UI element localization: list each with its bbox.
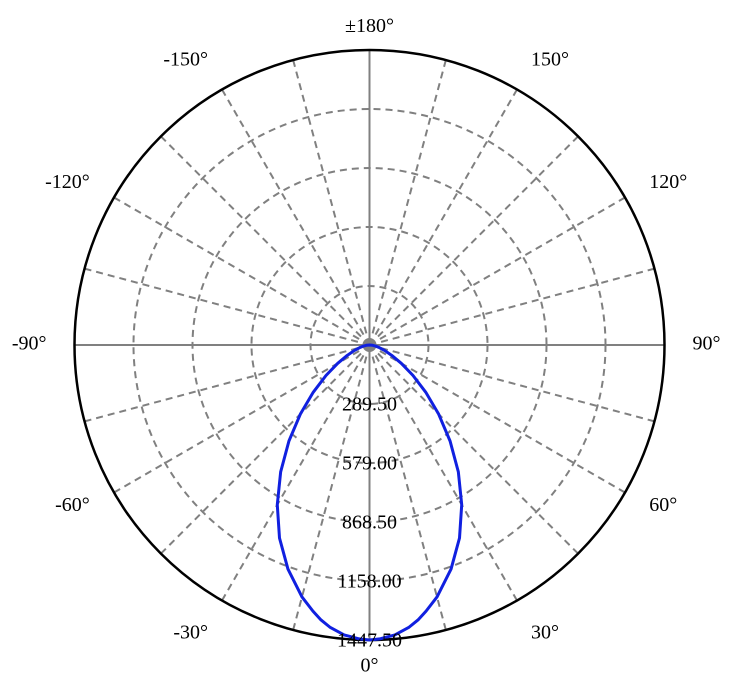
radial-label: 868.50 (342, 512, 397, 534)
polar-chart: 0° 30° 60° 90° 120° 150° ±180° -150° -120° -90° -6… (0, 0, 739, 690)
angle-label: 30° (531, 621, 559, 643)
radial-label: 1158.00 (337, 571, 401, 593)
angle-label: -90° (12, 333, 47, 355)
angle-label: -60° (55, 494, 90, 516)
angle-label: -120° (45, 171, 90, 193)
angle-label: 90° (693, 333, 721, 355)
angle-label: -150° (163, 48, 208, 70)
radial-label: 1447.50 (337, 630, 402, 652)
angle-label: 120° (649, 171, 687, 193)
angle-label: ±180° (345, 15, 394, 37)
polar-chart-svg: 0° 30° 60° 90° 120° 150° ±180° -150° -120° -90° -6… (0, 0, 739, 690)
radial-label: 579.00 (342, 453, 397, 475)
radial-label: 289.50 (342, 394, 397, 416)
angle-label: 0° (361, 655, 379, 677)
angle-label: 60° (649, 494, 677, 516)
angle-label: 150° (531, 48, 569, 70)
angle-label: -30° (173, 621, 208, 643)
